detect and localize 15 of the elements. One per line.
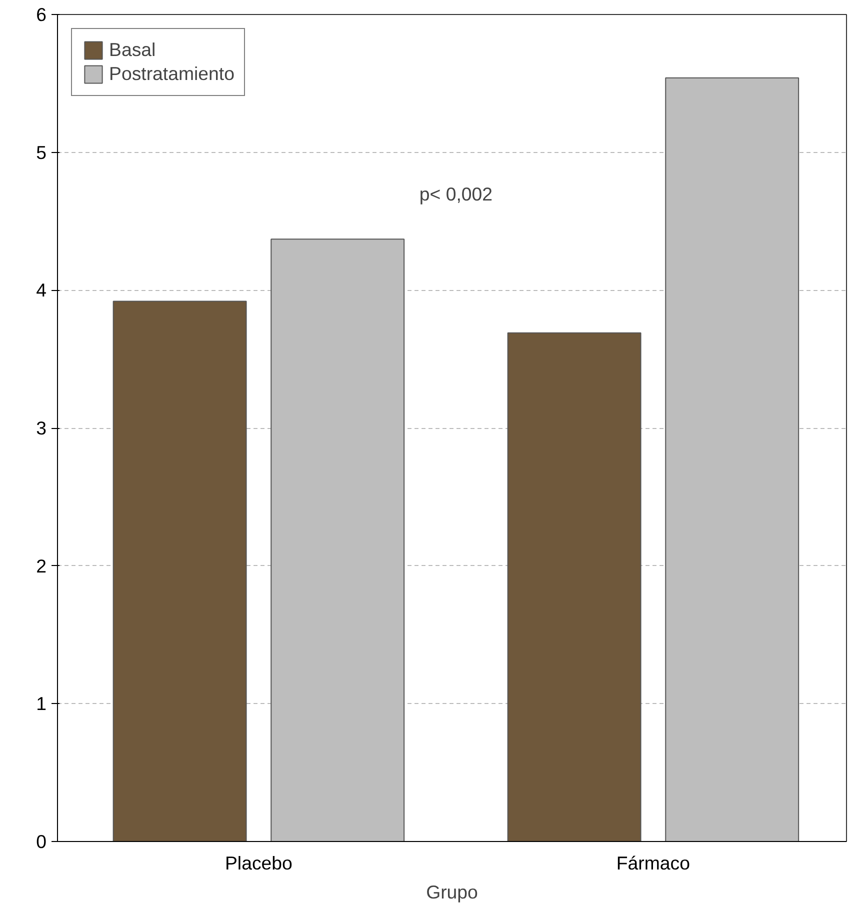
x-tick-label: Fármaco [616,852,690,874]
bar [112,300,247,842]
y-tick-label: 0 [36,831,47,852]
annotation: p< 0,002 [419,184,493,205]
legend-label: Basal [109,39,156,61]
y-tick-label: 4 [36,280,47,301]
y-tick-label: 6 [36,4,47,25]
y-tick-label: 3 [36,418,47,438]
y-tick-label: 5 [36,142,47,163]
legend-label: Postratamiento [109,63,234,85]
x-axis-title: Grupo [426,882,478,902]
bar [507,332,642,842]
y-tick-label: 1 [36,693,47,714]
y-tick-label: 2 [36,555,47,576]
x-tick-label: Placebo [224,852,292,874]
